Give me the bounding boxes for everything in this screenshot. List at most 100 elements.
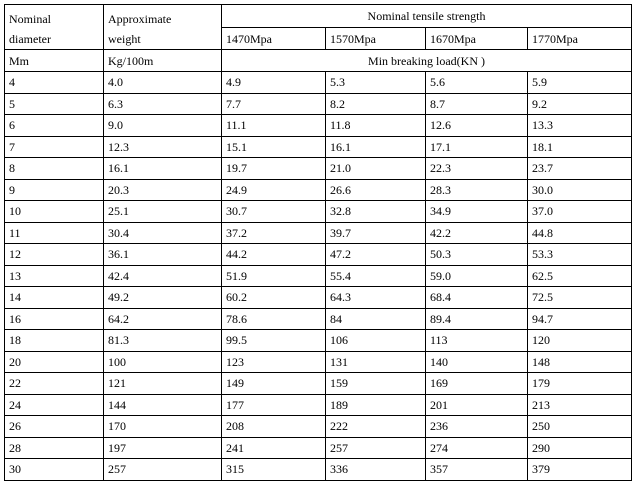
table-cell: 36.1 [103,243,222,266]
table-cell: 5.3 [325,71,426,94]
table-cell: 42.4 [103,264,222,287]
table-cell: 13 [4,264,104,287]
table-cell: 64.2 [103,307,222,330]
table-cell: 4.9 [221,71,326,94]
table-cell: 241 [221,436,326,459]
table-cell: 84 [325,307,426,330]
table-cell: 13.3 [526,114,633,137]
grade-cell: 1670Mpa [425,27,528,50]
table-row: 7 12.3 15.1 16.1 17.1 18.1 [4,135,633,158]
table-cell: 44.2 [221,243,326,266]
table-cell: 179 [526,372,633,395]
header-cell: Approximate weight [103,4,222,50]
table-cell: 24.9 [221,178,326,201]
table-cell: 50.3 [425,243,528,266]
unit-cell: Mm [4,49,104,72]
grade-cell: 1570Mpa [325,27,426,50]
table-cell: 177 [221,393,326,416]
table-cell: 8 [4,157,104,180]
table-cell: 21.0 [325,157,426,180]
table-cell: 89.4 [425,307,528,330]
table-cell: 222 [325,415,426,438]
table-cell: 30.4 [103,221,222,244]
table-cell: 9.0 [103,114,222,137]
strength-table: Nominal diameter Approximate weight Nomi… [4,4,633,481]
table-cell: 11 [4,221,104,244]
table-cell: 42.2 [425,221,528,244]
table-cell: 17.1 [425,135,528,158]
table-cell: 257 [325,436,426,459]
unit-cell: Min breaking load(KN ) [220,49,633,72]
table-cell: 28.3 [425,178,528,201]
table-cell: 44.8 [526,221,633,244]
table-cell: 7 [4,135,104,158]
header-text: weight [108,32,141,46]
table-cell: 94.7 [526,307,633,330]
table-cell: 6.3 [103,92,222,115]
table-cell: 30.7 [221,200,326,223]
table-cell: 113 [425,329,528,352]
table-cell: 22.3 [425,157,528,180]
table-cell: 290 [526,436,633,459]
table-body: 4 4.0 4.9 5.3 5.6 5.9 5 6.3 7.7 8.2 8.7 9.2 6 9.0 11.1… [4,71,633,481]
table-cell: 5.6 [425,71,528,94]
table-cell: 236 [425,415,528,438]
table-cell: 121 [103,372,222,395]
table-cell: 62.5 [526,264,633,287]
table-row: 9 20.3 24.9 26.6 28.3 30.0 [4,178,633,201]
table-row: 28 197 241 257 274 290 [4,436,633,459]
table-cell: 99.5 [221,329,326,352]
table-cell: 64.3 [325,286,426,309]
table-cell: 53.3 [526,243,633,266]
table-cell: 68.4 [425,286,528,309]
table-cell: 18 [4,329,104,352]
table-cell: 213 [526,393,633,416]
table-cell: 4.0 [103,71,222,94]
table-row: 24 144 177 189 201 213 [4,393,633,416]
table-row: 13 42.4 51.9 55.4 59.0 62.5 [4,264,633,287]
table-cell: 20 [4,350,104,373]
table-cell: 16 [4,307,104,330]
table-cell: 131 [325,350,426,373]
table-cell: 18.1 [526,135,633,158]
table-row: 26 170 208 222 236 250 [4,415,633,438]
table-cell: 189 [325,393,426,416]
table-row: 22 121 149 159 169 179 [4,372,633,395]
table-cell: 23.7 [526,157,633,180]
table-cell: 49.2 [103,286,222,309]
table-cell: 34.9 [425,200,528,223]
table-cell: 144 [103,393,222,416]
table-cell: 140 [425,350,528,373]
table-cell: 12.6 [425,114,528,137]
header-cell: Nominal diameter [4,4,104,50]
table-cell: 20.3 [103,178,222,201]
table-cell: 159 [325,372,426,395]
table-cell: 9.2 [526,92,633,115]
table-row: 18 81.3 99.5 106 113 120 [4,329,633,352]
table-cell: 59.0 [425,264,528,287]
table-cell: 26 [4,415,104,438]
table-cell: 9 [4,178,104,201]
table-cell: 379 [526,458,633,481]
table-cell: 26.6 [325,178,426,201]
table-cell: 357 [425,458,528,481]
table-cell: 5.9 [526,71,633,94]
table-cell: 81.3 [103,329,222,352]
table-cell: 60.2 [221,286,326,309]
table-cell: 120 [526,329,633,352]
table-row: 20 100 123 131 140 148 [4,350,633,373]
header-cell: Nominal tensile strength [220,4,633,28]
table-cell: 208 [221,415,326,438]
header-text: Approximate [108,12,172,26]
table-cell: 274 [425,436,528,459]
table-cell: 24 [4,393,104,416]
table-cell: 37.2 [221,221,326,244]
unit-cell: Kg/100m [103,49,222,72]
table-cell: 15.1 [221,135,326,158]
table-cell: 5 [4,92,104,115]
table-cell: 22 [4,372,104,395]
table-cell: 28 [4,436,104,459]
table-cell: 39.7 [325,221,426,244]
table-cell: 8.7 [425,92,528,115]
